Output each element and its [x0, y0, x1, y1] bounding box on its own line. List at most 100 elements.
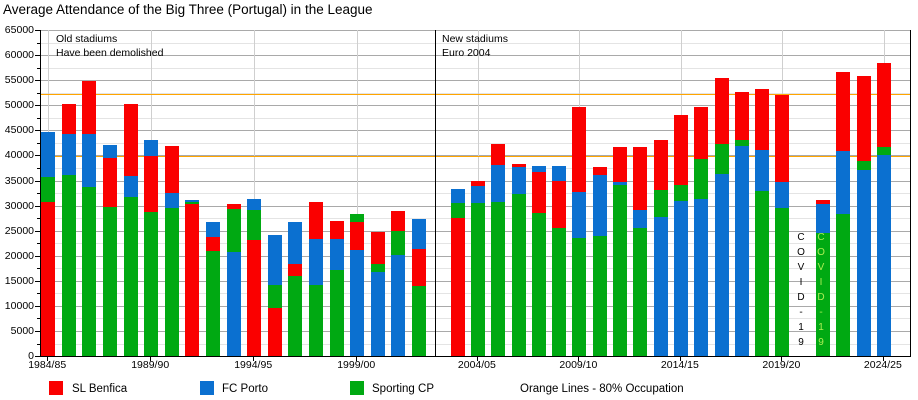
gridline-major-45000 — [41, 130, 910, 132]
bar-sporting-2005-06 — [491, 202, 506, 356]
bar-sporting-2006-07 — [511, 194, 526, 356]
y-axis-minortick-52500 — [37, 92, 40, 94]
y-axis-minortick-42500 — [37, 142, 40, 144]
x-axis-tick-2009-10 — [578, 357, 580, 361]
gridline-minor-37500 — [41, 167, 910, 169]
y-axis-minortick-2500 — [37, 343, 40, 345]
legend-label-benfica: SL Benfica — [72, 383, 128, 395]
bar-sporting-1996-97 — [288, 275, 303, 356]
x-axis-tick-1984-85 — [47, 357, 49, 361]
y-axis-label-25000: 25000 — [4, 224, 34, 237]
occupation-line-2 — [41, 155, 910, 157]
legend-swatch-benfica — [49, 381, 63, 395]
legend-swatch-porto — [200, 381, 214, 395]
y-axis-minortick-12500 — [37, 293, 40, 295]
x-axis-tick-2014-15 — [679, 357, 681, 361]
y-axis-label-45000: 45000 — [4, 124, 34, 137]
y-axis-tick-40000 — [35, 155, 40, 157]
legend-label-porto: FC Porto — [222, 383, 269, 395]
gridline-major-65000 — [41, 30, 910, 31]
gridline-major-50000 — [41, 105, 910, 107]
y-axis-label-20000: 20000 — [4, 249, 34, 262]
bar-sporting-1990-91 — [164, 208, 179, 356]
new-stadiums-note: New stadiums Euro 2004 — [442, 33, 508, 59]
gridline-minor-47500 — [41, 117, 910, 119]
x-axis-label-1999-00: 1999/00 — [337, 359, 376, 371]
gridline-minor-62500 — [41, 42, 910, 44]
y-axis-tick-35000 — [35, 180, 40, 182]
x-axis-label-2009-10: 2009/10 — [559, 359, 598, 371]
y-axis-tick-25000 — [35, 230, 40, 232]
legend-swatch-sporting — [350, 381, 364, 395]
bar-sporting-1988-89 — [123, 196, 138, 356]
bar-porto-2023-24 — [856, 170, 871, 356]
bar-porto-2015-16 — [694, 199, 709, 356]
x-axis-tick-2024-25 — [882, 357, 884, 361]
y-axis-label-5000: 5000 — [10, 324, 34, 337]
bar-sporting-1989-90 — [144, 211, 159, 356]
y-axis-label-0: 0 — [28, 350, 34, 362]
bar-porto-1999-00 — [350, 250, 365, 356]
chart-title: Average Attendance of the Big Three (Por… — [3, 2, 373, 17]
bar-benfica-1984-85 — [41, 202, 56, 356]
y-axis-label-65000: 65000 — [4, 24, 34, 36]
y-axis-label-35000: 35000 — [4, 174, 34, 187]
gridline-major-60000 — [41, 55, 910, 57]
x-axis-label-2004-05: 2004/05 — [457, 359, 496, 371]
bar-benfica-1994-95 — [247, 240, 262, 356]
bar-benfica-1995-96 — [267, 307, 282, 356]
bar-benfica-2003-04 — [450, 218, 465, 356]
bar-sporting-2012-13 — [633, 227, 648, 356]
bar-porto-2017-18 — [734, 146, 749, 356]
bar-porto-2016-17 — [714, 173, 729, 356]
bar-porto-2013-14 — [653, 216, 668, 356]
occupation-line-1 — [41, 93, 910, 95]
bar-benfica-1991-92 — [185, 204, 200, 356]
bar-sporting-1985-86 — [61, 175, 76, 356]
y-axis-tick-15000 — [35, 280, 40, 282]
section-divider — [434, 30, 436, 356]
plot-area: Old stadiums Have been demolished New sta… — [40, 30, 911, 357]
y-axis-minortick-7500 — [37, 318, 40, 320]
y-axis-tick-50000 — [35, 105, 40, 107]
vgridline-1994-95 — [254, 30, 256, 356]
y-axis-label-30000: 30000 — [4, 199, 34, 212]
y-axis-tick-0 — [35, 356, 40, 357]
y-axis-tick-65000 — [35, 30, 40, 31]
x-axis-label-2019-20: 2019/20 — [762, 359, 801, 371]
y-axis-minortick-37500 — [37, 167, 40, 169]
bar-sporting-2021-22 — [816, 233, 830, 356]
y-axis-tick-5000 — [35, 330, 40, 332]
y-axis-label-10000: 10000 — [4, 299, 34, 312]
bar-sporting-1997-98 — [309, 285, 323, 356]
x-axis-label-1989-90: 1989/90 — [131, 359, 170, 371]
bar-sporting-2009-10 — [572, 237, 587, 356]
y-axis-minortick-32500 — [37, 193, 40, 194]
x-axis-tick-1999-00 — [356, 357, 358, 361]
old-stadiums-note: Old stadiums Have been demolished — [56, 33, 164, 59]
y-axis-minortick-62500 — [37, 42, 40, 44]
x-axis-tick-1994-95 — [253, 357, 255, 361]
x-axis-tick-1989-90 — [150, 357, 152, 361]
x-axis-tick-2004-05 — [476, 357, 478, 361]
gridline-major-55000 — [41, 80, 910, 82]
bar-porto-2014-15 — [673, 201, 688, 356]
y-axis-tick-20000 — [35, 255, 40, 257]
y-axis-label-50000: 50000 — [4, 99, 34, 112]
covid-note-green: C O V I D - 1 9 — [817, 232, 825, 348]
bar-porto-2000-01 — [370, 271, 385, 356]
bar-sporting-2018-19 — [755, 190, 770, 356]
bar-sporting-1986-87 — [82, 187, 97, 356]
y-axis-minortick-47500 — [37, 117, 40, 119]
bar-sporting-1998-99 — [329, 270, 344, 356]
bar-sporting-2022-23 — [836, 214, 851, 356]
bar-sporting-2010-11 — [592, 235, 607, 356]
y-axis-tick-55000 — [35, 80, 40, 82]
bar-porto-1993-94 — [226, 251, 241, 356]
gridline-minor-57500 — [41, 67, 910, 69]
bar-sporting-1992-93 — [206, 250, 220, 356]
covid-note-black: C O V I D - 1 9 — [797, 232, 805, 348]
y-axis-tick-30000 — [35, 205, 40, 207]
y-axis-tick-10000 — [35, 305, 40, 307]
